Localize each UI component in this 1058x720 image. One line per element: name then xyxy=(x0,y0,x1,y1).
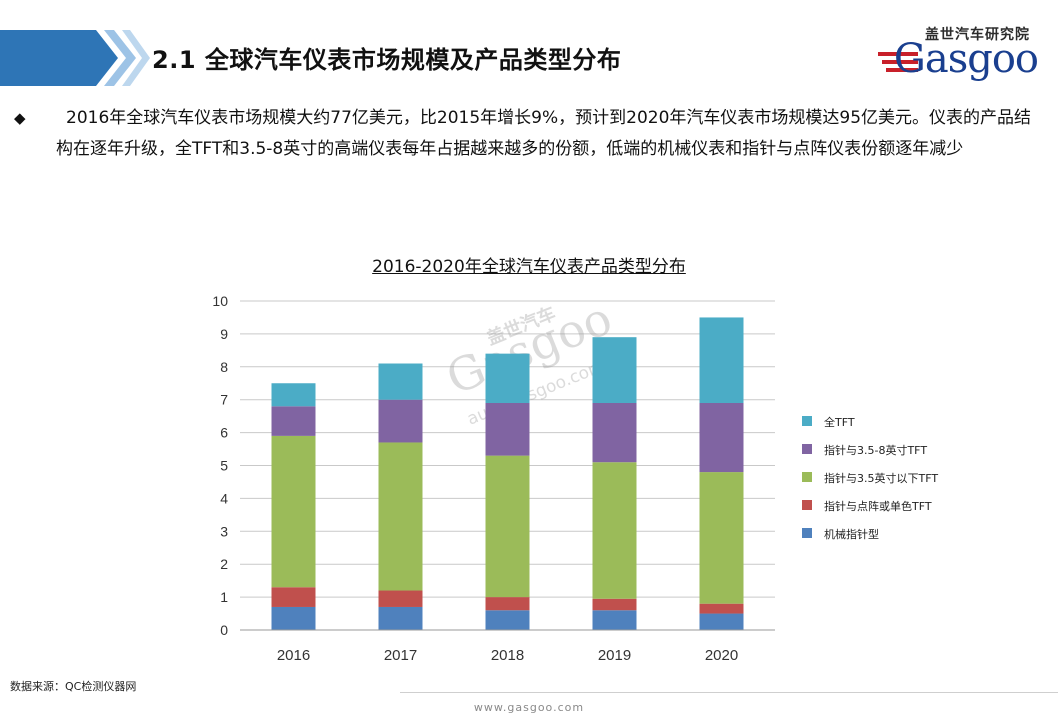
x-tick-label: 2020 xyxy=(705,647,738,664)
diamond-bullet-icon: ◆ xyxy=(14,109,26,127)
bar-segment xyxy=(699,402,744,473)
summary-paragraph: ◆ 2016年全球汽车仪表市场规模大约77亿美元，比2015年增长9%，预计到2… xyxy=(14,103,1044,165)
y-tick-label: 8 xyxy=(220,359,228,375)
data-source: 数据来源：QC检测仪器网 xyxy=(10,680,137,693)
bar-segment xyxy=(271,587,316,607)
bar-segment xyxy=(271,406,316,436)
y-tick-label: 7 xyxy=(220,392,228,408)
y-tick-label: 9 xyxy=(220,326,228,342)
legend-swatch xyxy=(802,500,812,510)
legend-label: 指针与3.5英寸以下TFT xyxy=(824,471,938,485)
y-tick-label: 3 xyxy=(220,523,228,539)
bar-segment xyxy=(592,598,637,611)
bar-segment xyxy=(592,337,637,403)
bar-segment xyxy=(592,610,637,630)
logo-chinese-text: 盖世汽车研究院 xyxy=(925,27,1030,43)
x-tick-label: 2019 xyxy=(598,647,631,664)
bar-segment xyxy=(699,603,744,614)
y-tick-label: 5 xyxy=(220,458,228,474)
chart-title: 2016-2020年全球汽车仪表产品类型分布 xyxy=(372,257,686,277)
bar-segment xyxy=(699,317,744,403)
y-tick-label: 1 xyxy=(220,589,228,605)
x-tick-label: 2016 xyxy=(277,647,310,664)
bar-segment xyxy=(485,402,530,456)
footer-divider xyxy=(400,692,1058,693)
legend-label: 指针与3.5-8英寸TFT xyxy=(824,443,927,457)
bar-segment xyxy=(485,455,530,598)
bar-segment xyxy=(378,399,423,443)
page-title: 2.1 全球汽车仪表市场规模及产品类型分布 xyxy=(152,46,622,74)
bar-segment xyxy=(699,472,744,604)
title-banner-decoration xyxy=(0,30,150,86)
bar-segment xyxy=(485,597,530,611)
bar-segment xyxy=(592,402,637,463)
y-tick-label: 2 xyxy=(220,556,228,572)
bar-segment xyxy=(378,363,423,400)
summary-text: 2016年全球汽车仪表市场规模大约77亿美元，比2015年增长9%，预计到202… xyxy=(56,108,1032,159)
logo-stripes-icon xyxy=(878,52,918,72)
bar-segment xyxy=(485,610,530,630)
legend-label: 指针与点阵或单色TFT xyxy=(824,499,932,513)
bar-segment xyxy=(378,442,423,591)
y-tick-label: 0 xyxy=(220,622,228,638)
y-tick-label: 10 xyxy=(212,293,228,309)
bar-segment xyxy=(699,613,744,630)
legend-label: 机械指针型 xyxy=(824,527,879,541)
bar-segment xyxy=(271,606,316,630)
bar-segment xyxy=(378,590,423,607)
legend-swatch xyxy=(802,416,812,426)
bar-segment xyxy=(485,353,530,403)
legend-swatch xyxy=(802,472,812,482)
y-tick-label: 4 xyxy=(220,490,228,506)
x-tick-label: 2017 xyxy=(384,647,417,664)
legend-swatch xyxy=(802,444,812,454)
logo-wordmark: Gasgoo xyxy=(893,36,1039,82)
x-tick-label: 2018 xyxy=(491,647,524,664)
legend-swatch xyxy=(802,528,812,538)
bar-segment xyxy=(378,606,423,630)
bar-segment xyxy=(271,435,316,588)
bar-segment xyxy=(271,383,316,407)
bar-segment xyxy=(592,462,637,599)
legend-label: 全TFT xyxy=(824,415,855,429)
y-tick-label: 6 xyxy=(220,425,228,441)
footer-url: www.gasgoo.com xyxy=(473,701,585,714)
